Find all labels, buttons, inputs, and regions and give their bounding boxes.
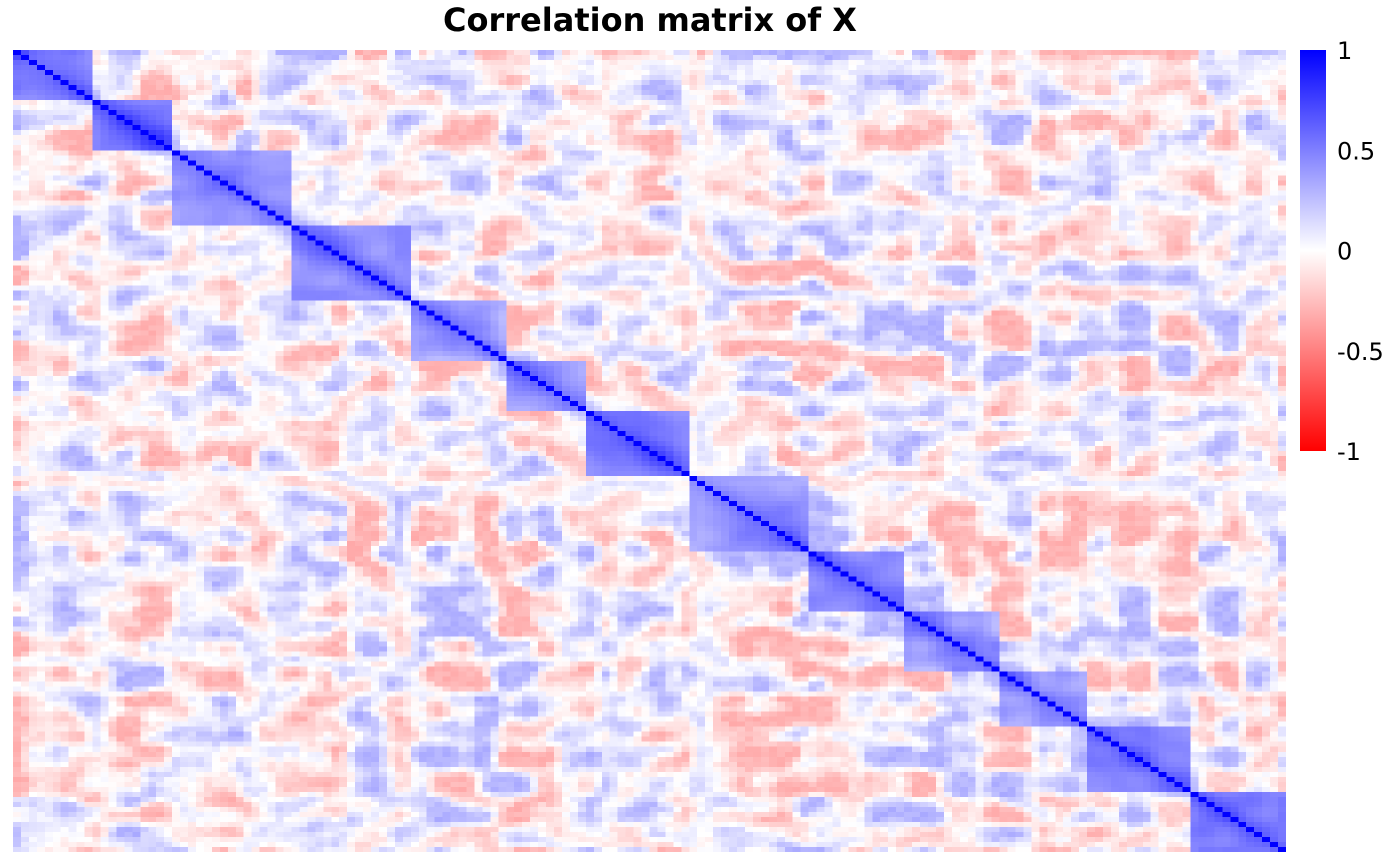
colorbar-tick-label: 0 — [1337, 238, 1352, 266]
colorbar-ticks: 1 0.5 0 -0.5 -1 — [1337, 37, 1384, 466]
colorbar-tick-label: 1 — [1337, 37, 1352, 65]
colorbar — [1300, 50, 1326, 451]
heatmap-matrix — [13, 50, 1286, 852]
colorbar-tick-label: 0.5 — [1337, 137, 1375, 165]
colorbar-tick-label: -1 — [1337, 438, 1361, 466]
colorbar-tick-label: -0.5 — [1337, 338, 1384, 366]
chart-title: Correlation matrix of X — [443, 1, 857, 39]
